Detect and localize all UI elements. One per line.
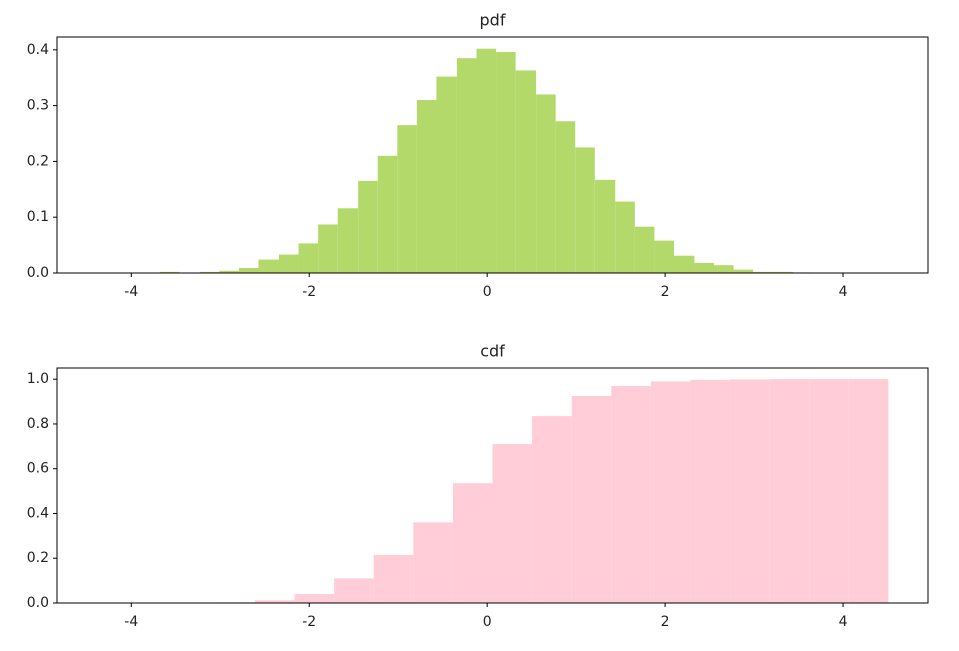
x-tick-label: 0 [483,284,492,300]
x-tick-label: 4 [839,614,848,630]
bar [259,260,279,273]
bar [338,208,358,273]
bar [378,156,398,273]
bar [476,49,496,273]
bar [536,94,556,273]
bar [299,243,319,273]
bar [493,444,533,603]
x-tick-label: 2 [661,614,670,630]
y-tick-label: 1.0 [27,371,49,387]
bar [436,77,456,273]
y-tick-label: 0.2 [27,153,49,169]
bar [611,386,651,603]
x-tick-label: 0 [483,614,492,630]
bar [615,202,635,273]
y-tick-label: 0.4 [27,505,49,521]
chart-title: pdf [480,11,506,30]
x-tick-label: 4 [839,284,848,300]
y-tick-label: 0.8 [27,416,49,432]
y-tick-label: 0.1 [27,209,49,225]
bar [374,555,414,603]
bar [516,70,536,273]
y-tick-label: 0.6 [27,461,49,477]
y-tick-label: 0.0 [27,595,49,611]
bar [674,256,694,273]
bar [575,147,595,273]
bar [809,379,849,603]
bar [453,483,493,603]
bar [417,100,437,273]
y-tick-label: 0.3 [27,98,49,114]
bar [279,255,299,273]
bar [532,416,572,603]
x-tick-label: 2 [661,284,670,300]
bar [849,379,889,603]
x-tick-label: -4 [124,284,138,300]
bar [635,227,655,273]
bar [770,379,810,603]
bar [730,379,770,603]
chart-title: cdf [480,342,505,361]
bar [690,380,730,603]
bar [413,522,453,603]
bar [654,241,674,273]
bar [318,224,338,273]
bar [651,381,691,603]
bar [595,180,615,273]
x-tick-label: -2 [302,614,316,630]
y-tick-label: 0.0 [27,265,49,281]
bar [358,181,378,273]
bar [734,270,754,273]
bar [334,578,374,603]
bar [457,58,477,273]
bar [556,121,576,273]
bar [714,265,734,273]
bar [397,125,417,273]
bar [572,396,612,603]
bar [694,263,714,273]
y-tick-label: 0.4 [27,42,49,58]
x-tick-label: -4 [124,614,138,630]
bar [239,268,259,273]
y-tick-label: 0.2 [27,550,49,566]
bar [295,594,335,603]
x-tick-label: -2 [302,284,316,300]
bar [496,52,516,273]
